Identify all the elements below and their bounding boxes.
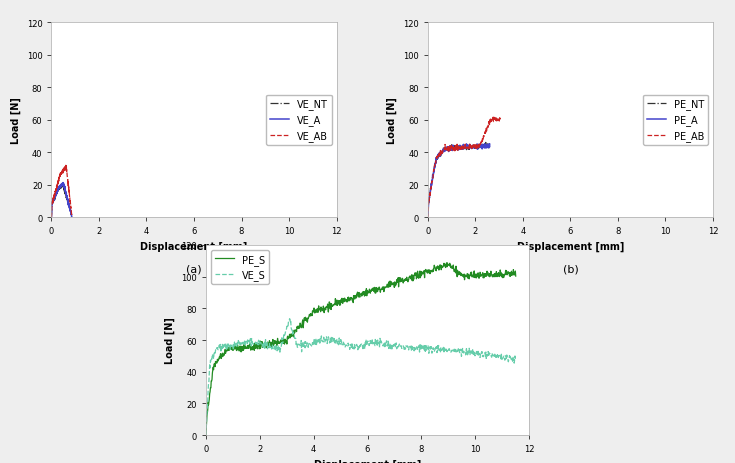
VE_AB	[59, 169, 68, 175]
PE_A	[448, 146, 456, 151]
PE_S	[512, 274, 520, 279]
PE_AB	[462, 146, 471, 152]
VE_A	[67, 215, 76, 221]
VE_NT	[47, 214, 56, 220]
Legend: PE_NT, PE_A, PE_AB: PE_NT, PE_A, PE_AB	[642, 95, 708, 145]
Y-axis label: Load [N]: Load [N]	[11, 97, 21, 144]
PE_AB	[457, 145, 466, 151]
VE_NT	[59, 186, 68, 191]
Y-axis label: Load [N]: Load [N]	[165, 317, 176, 364]
PE_NT	[423, 214, 432, 220]
VE_S	[512, 357, 520, 362]
PE_S	[381, 285, 390, 290]
PE_S	[390, 281, 398, 287]
X-axis label: Displacement [mm]: Displacement [mm]	[517, 241, 624, 251]
PE_NT	[431, 160, 440, 166]
PE_AB	[466, 145, 475, 151]
VE_S	[285, 316, 294, 322]
Line: VE_AB: VE_AB	[51, 166, 71, 218]
PE_AB	[495, 117, 504, 123]
VE_AB	[47, 213, 56, 219]
VE_S	[390, 344, 398, 350]
VE_A	[59, 181, 68, 186]
VE_AB	[59, 169, 68, 174]
VE_AB	[47, 215, 56, 220]
VE_A	[65, 205, 74, 211]
Line: VE_S: VE_S	[206, 319, 516, 435]
VE_NT	[67, 215, 76, 220]
PE_NT	[485, 143, 494, 149]
X-axis label: Displacement [mm]: Displacement [mm]	[314, 459, 421, 463]
Line: PE_S: PE_S	[206, 263, 516, 436]
VE_A	[60, 183, 68, 188]
Line: PE_A: PE_A	[428, 144, 490, 215]
VE_AB	[65, 195, 74, 201]
VE_NT	[60, 187, 68, 192]
Text: (a): (a)	[186, 264, 202, 274]
PE_AB	[496, 117, 505, 123]
Line: VE_NT: VE_NT	[51, 185, 71, 218]
Line: PE_NT: PE_NT	[428, 143, 490, 217]
PE_NT	[481, 140, 490, 146]
X-axis label: Displacement [mm]: Displacement [mm]	[140, 241, 248, 251]
PE_A	[480, 142, 489, 147]
VE_S	[381, 341, 390, 346]
VE_A	[47, 212, 56, 218]
VE_S	[201, 432, 210, 438]
VE_AB	[60, 166, 68, 171]
VE_AB	[64, 184, 73, 190]
VE_S	[437, 348, 445, 353]
PE_A	[431, 162, 440, 168]
PE_AB	[423, 216, 432, 221]
PE_A	[423, 213, 432, 218]
PE_S	[399, 281, 408, 286]
PE_A	[468, 146, 477, 151]
PE_NT	[468, 145, 477, 150]
PE_A	[485, 142, 494, 148]
VE_S	[399, 344, 408, 350]
Legend: PE_S, VE_S: PE_S, VE_S	[211, 250, 270, 285]
PE_NT	[462, 144, 471, 149]
PE_S	[201, 433, 210, 438]
PE_NT	[468, 145, 477, 150]
VE_S	[469, 351, 478, 357]
PE_AB	[489, 115, 498, 121]
VE_A	[64, 202, 73, 207]
VE_A	[59, 181, 68, 187]
VE_NT	[58, 182, 67, 188]
PE_A	[443, 145, 452, 150]
VE_AB	[67, 213, 76, 218]
Text: (b): (b)	[562, 264, 578, 274]
VE_S	[220, 344, 229, 349]
VE_A	[47, 214, 56, 220]
Y-axis label: Load [N]: Load [N]	[387, 97, 398, 144]
PE_A	[468, 145, 477, 150]
PE_AB	[442, 148, 451, 153]
VE_NT	[64, 203, 73, 208]
PE_S	[442, 261, 451, 266]
PE_S	[469, 274, 478, 279]
Legend: VE_NT, VE_A, VE_AB: VE_NT, VE_A, VE_AB	[266, 95, 331, 145]
PE_NT	[448, 145, 456, 151]
VE_A	[59, 181, 68, 187]
PE_S	[437, 263, 445, 269]
VE_AB	[62, 163, 71, 169]
VE_NT	[65, 208, 74, 214]
Line: PE_AB: PE_AB	[428, 118, 501, 219]
PE_NT	[443, 147, 452, 152]
VE_NT	[59, 186, 68, 191]
PE_A	[462, 144, 471, 150]
PE_AB	[493, 119, 502, 124]
PE_S	[220, 350, 229, 356]
VE_NT	[47, 213, 56, 219]
Line: VE_A: VE_A	[51, 183, 71, 218]
